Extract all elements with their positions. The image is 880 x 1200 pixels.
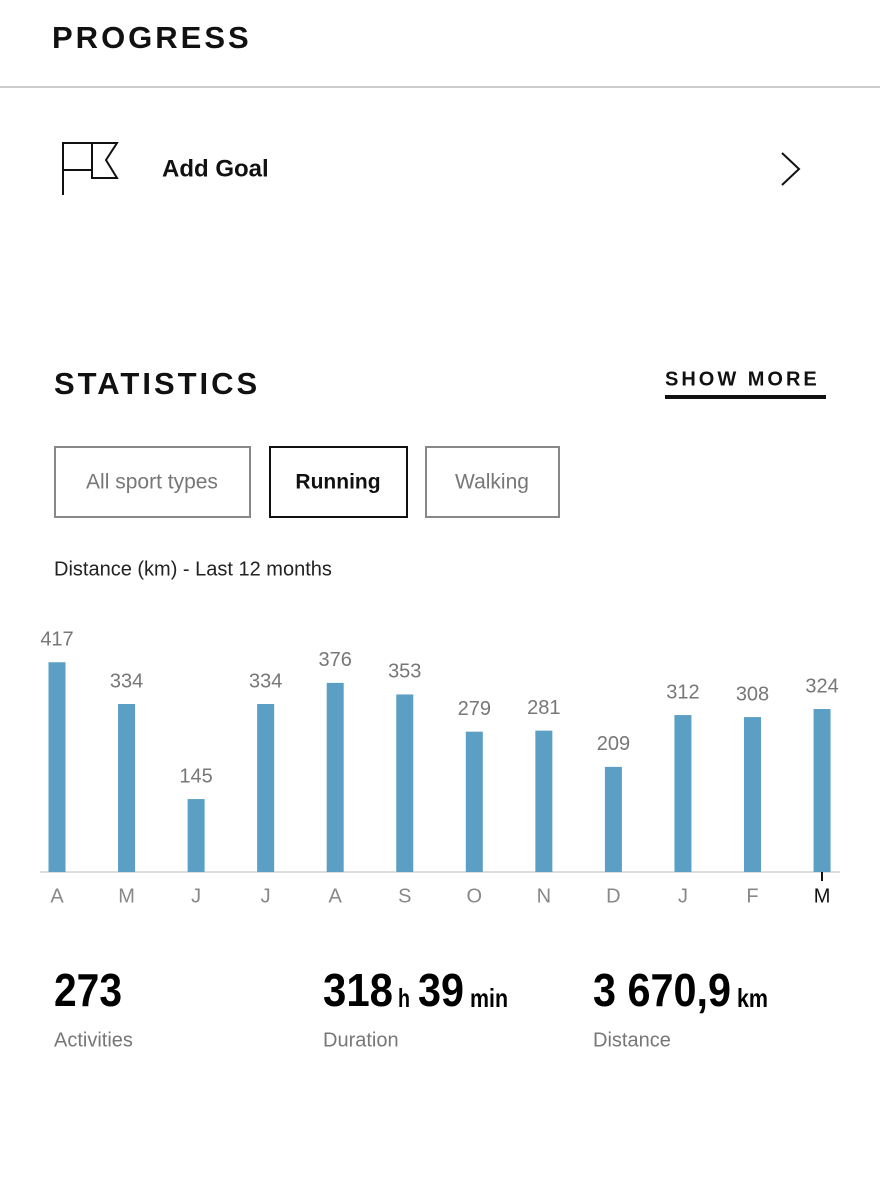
bar: [674, 715, 692, 872]
x-tick-label: J: [261, 885, 271, 907]
section-title: STATISTICS: [54, 366, 260, 401]
value-label: 334: [110, 670, 143, 692]
button-label: Running: [295, 471, 380, 494]
value-label: 376: [319, 649, 352, 671]
bar: [118, 703, 136, 872]
button-border: [54, 446, 251, 518]
duration-hours-unit: h: [398, 983, 410, 1013]
activities-value: 273: [54, 964, 122, 1016]
duration-hours: 318: [323, 964, 393, 1016]
bar: [465, 731, 483, 872]
button-border: [425, 446, 560, 518]
activities-label: Activities: [54, 1029, 133, 1051]
show-more-underline: [665, 395, 826, 399]
chevron-icon: [781, 152, 801, 186]
filter-button[interactable]: All sport types: [54, 446, 251, 518]
value-label: 334: [249, 670, 282, 692]
distance-value: 3 670,9: [593, 964, 731, 1016]
show-more-label: SHOW MORE: [665, 368, 820, 390]
bar: [48, 662, 66, 872]
x-tick-label: M: [814, 885, 831, 907]
x-tick-label: M: [118, 885, 135, 907]
duration-minutes: 39: [418, 964, 464, 1016]
x-tick-label: A: [50, 885, 64, 907]
bar: [326, 682, 344, 872]
duration-minutes-unit: min: [470, 983, 508, 1013]
value-label: 145: [179, 765, 212, 787]
bar: [744, 717, 761, 872]
show-more-link[interactable]: SHOW MORE: [665, 368, 826, 399]
x-tick-label: D: [606, 885, 620, 907]
bar: [257, 703, 275, 872]
value-label: 353: [388, 661, 421, 683]
filter-buttons: All sport types Running Walking: [54, 446, 560, 518]
x-tick-label: J: [191, 885, 201, 907]
bar: [535, 730, 553, 872]
bar: [604, 766, 622, 872]
summary: 273 Activities 318 h 39 min Duration 3 6…: [54, 964, 768, 1051]
x-tick-label: J: [678, 885, 688, 907]
value-label: 308: [736, 683, 769, 705]
x-tick-label: N: [537, 885, 551, 907]
value-label: 209: [597, 733, 630, 755]
x-tick-label: F: [746, 885, 758, 907]
flag-icon: [62, 142, 119, 195]
add-goal-row[interactable]: Add Goal: [62, 142, 801, 195]
chart-title: Distance (km) - Last 12 months: [54, 558, 332, 580]
bar: [813, 709, 831, 872]
value-label: 417: [40, 629, 73, 651]
bar-chart: 417 A 334 M 145 J 334 J 376 A 353 S 279 O 281 N 209 D 312 J…: [40, 629, 840, 907]
distance-label: Distance: [593, 1029, 671, 1051]
x-tick-label: S: [398, 885, 411, 907]
distance-unit: km: [737, 983, 768, 1013]
x-tick-label: A: [329, 885, 343, 907]
button-label: Walking: [455, 471, 529, 494]
value-label: 324: [805, 675, 838, 697]
filter-button[interactable]: Walking: [425, 446, 560, 518]
value-label: 279: [458, 698, 491, 720]
duration-label: Duration: [323, 1029, 399, 1051]
button-border: [269, 446, 408, 518]
value-label: 281: [527, 697, 560, 719]
bar: [396, 694, 414, 872]
value-label: 312: [666, 681, 699, 703]
x-tick-label: O: [467, 885, 483, 907]
add-goal-label: Add Goal: [162, 155, 269, 182]
page-title: PROGRESS: [52, 20, 252, 55]
bar: [187, 799, 205, 872]
button-label: All sport types: [86, 471, 218, 494]
filter-button[interactable]: Running: [269, 446, 408, 518]
